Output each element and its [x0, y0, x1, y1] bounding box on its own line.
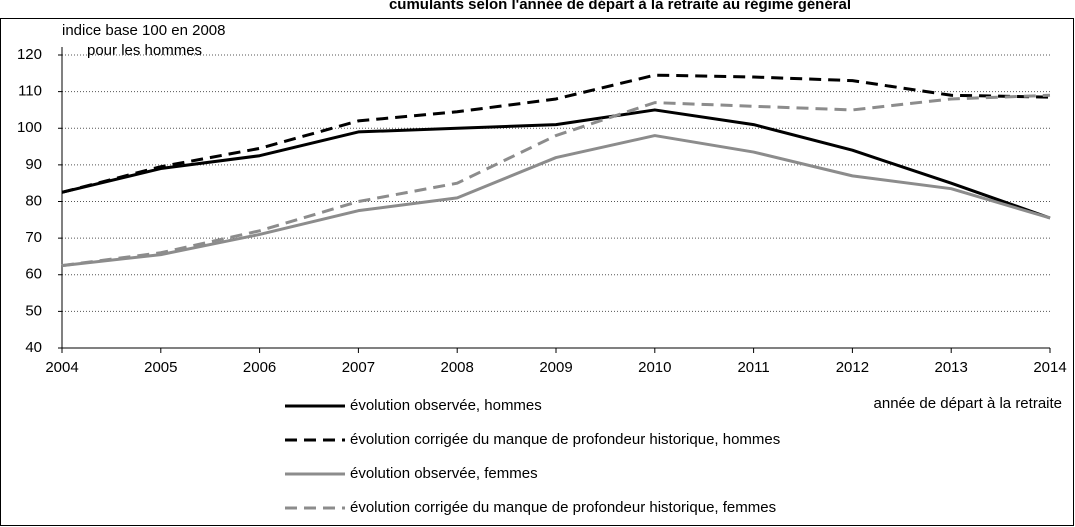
x-tick-label: 2008	[441, 359, 474, 376]
y-tick-label: 110	[18, 83, 42, 100]
y-tick-label: 100	[17, 119, 42, 136]
legend-label: évolution corrigée du manque de profonde…	[350, 499, 776, 516]
x-tick-label: 2011	[737, 359, 769, 376]
legend-label: évolution corrigée du manque de profonde…	[350, 431, 780, 448]
x-tick-label: 2004	[45, 359, 78, 376]
y-tick-label: 80	[25, 192, 42, 209]
series-line	[61, 73, 1051, 194]
y-tick-label: 70	[25, 229, 42, 246]
x-tick-label: 2010	[638, 359, 671, 376]
y-tick-label: 40	[25, 339, 42, 356]
x-tick-label: 2006	[243, 359, 276, 376]
chart-title: cumulants selon l'année de départ à la r…	[389, 0, 851, 13]
legend-label: évolution observée, femmes	[350, 465, 538, 482]
x-tick-label: 2012	[836, 359, 869, 376]
y-tick-label: 60	[25, 266, 42, 283]
y-axis-label: indice base 100 en 2008	[62, 22, 225, 39]
y-tick-label: 120	[17, 46, 42, 63]
y-axis-label: pour les hommes	[87, 42, 202, 59]
series-line	[61, 93, 1051, 268]
x-tick-label: 2013	[935, 359, 968, 376]
series-line	[61, 108, 1051, 220]
x-axis-label: année de départ à la retraite	[874, 395, 1062, 412]
series-line	[61, 134, 1051, 268]
y-tick-label: 50	[25, 302, 42, 319]
y-tick-label: 90	[25, 156, 42, 173]
x-tick-label: 2014	[1033, 359, 1066, 376]
legend-label: évolution observée, hommes	[350, 397, 542, 414]
x-tick-label: 2005	[144, 359, 177, 376]
x-tick-label: 2009	[539, 359, 572, 376]
chart-frame	[0, 18, 1074, 526]
x-tick-label: 2007	[342, 359, 375, 376]
